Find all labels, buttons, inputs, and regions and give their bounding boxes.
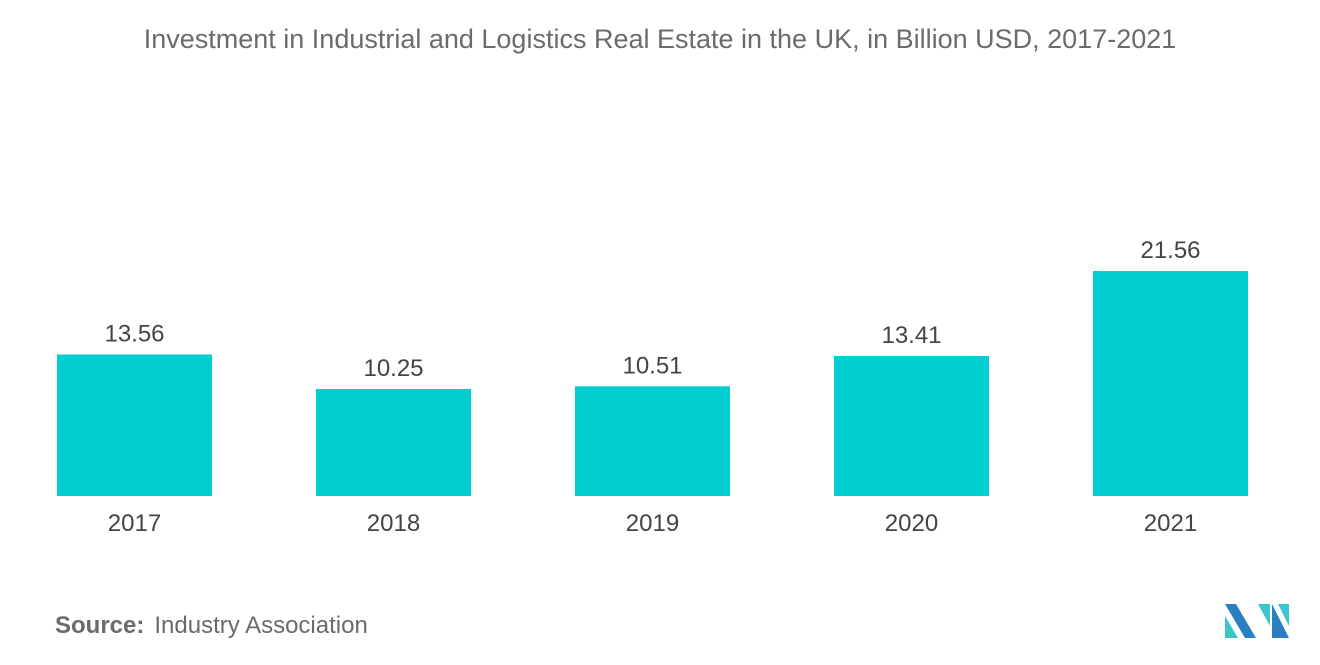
x-tick-label: 2021 [1144, 510, 1197, 537]
x-tick-label: 2017 [108, 510, 161, 537]
value-label: 10.25 [363, 355, 423, 382]
source-text: Industry Association [154, 612, 368, 639]
x-tick-label: 2020 [885, 510, 938, 537]
company-logo [1225, 604, 1289, 638]
bar-2017 [57, 354, 212, 496]
source-note: Source: Industry Association [55, 612, 368, 640]
value-label: 21.56 [1140, 237, 1200, 264]
bar-2021 [1093, 271, 1248, 496]
source-label: Source: [55, 612, 145, 639]
bar-2018 [316, 389, 471, 496]
x-tick-label: 2019 [626, 510, 679, 537]
value-label: 13.41 [881, 322, 941, 349]
bar-2019 [575, 386, 730, 496]
chart-title: Investment in Industrial and Logistics R… [143, 24, 1177, 54]
bar-2020 [834, 356, 989, 496]
value-label: 10.51 [622, 352, 682, 379]
x-tick-label: 2018 [367, 510, 420, 537]
value-label: 13.56 [104, 320, 164, 347]
bar-chart: 13.56 2017 10.25 2018 10.51 2019 13.41 2020 21.5… [57, 237, 1248, 537]
